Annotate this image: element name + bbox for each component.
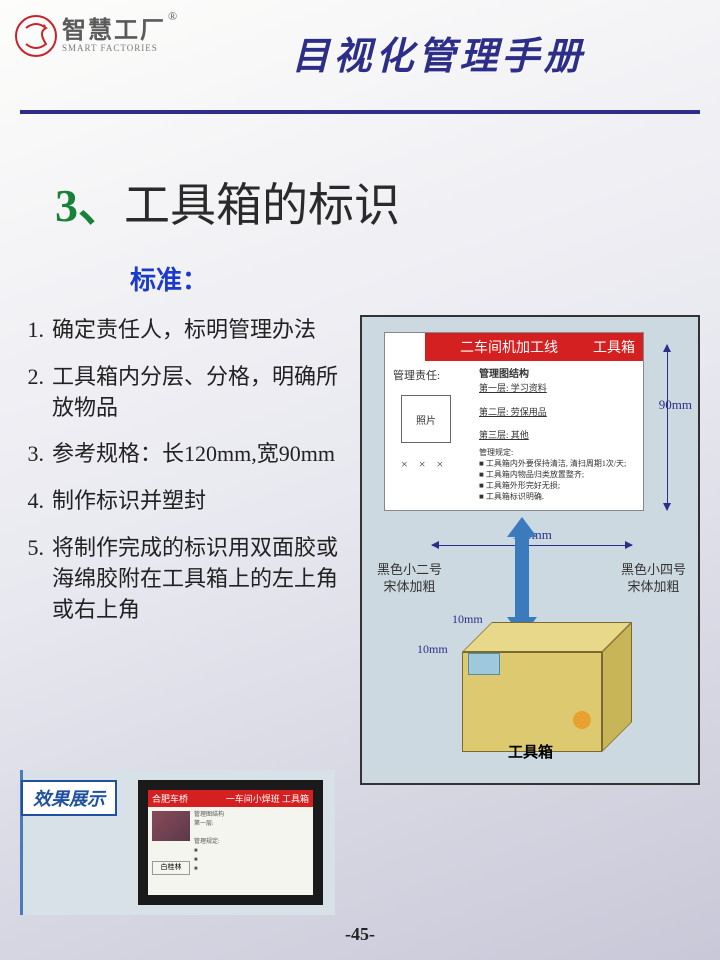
xxx: × × × [401,457,471,472]
layer2: 第二层: 劳保用品 [479,406,635,420]
red-right: 工具箱 [593,337,635,357]
photo-box: 照片 [401,395,451,443]
photo-content: 白桂林 管理图结构第一层:管理规定:■■■ [148,807,313,879]
diagram: 二车间机加工线 工具箱 管理责任: 照片 × × × 管理图结构 第一层: 学习… [360,315,700,785]
label-card: 二车间机加工线 工具箱 管理责任: 照片 × × × 管理图结构 第一层: 学习… [384,332,644,511]
rule4: ■ 工具箱标识明确. [479,491,635,502]
section-number: 3、 [55,180,124,231]
rules: 管理规定: ■ 工具箱内外要保持清洁, 清扫周期1次/天; ■ 工具箱内物品归类… [479,447,635,503]
page-title: 目视化管理手册 [177,25,700,80]
box-label: 工具箱 [508,741,553,762]
photo-red-l: 合肥车桥 [152,792,188,805]
rule3: ■ 工具箱外形完好无损; [479,480,635,491]
card-body: 管理责任: 照片 × × × 管理图结构 第一层: 学习资料 第二层: 劳保用品… [385,361,643,510]
photo-badge: 效果展示 [21,780,117,816]
subtitle: 标准： [130,260,720,297]
list-item: 1.确定责任人，标明管理办法 [20,315,345,346]
card-left: 管理责任: 照片 × × × [393,367,471,502]
struct-title: 管理图结构 [479,367,635,382]
layer1: 第一层: 学习资料 [479,382,635,396]
list-item: 3.参考规格：长120mm,宽90mm [20,439,345,470]
section-title: 3、工具箱的标识 [55,169,720,235]
photo-red-band: 合肥车桥 一车间小焊班 工具箱 [148,790,313,807]
arrow-icon [507,517,537,637]
toolbox-3d: 工具箱 [462,637,632,757]
header: 智慧工厂® SMART FACTORIES 目视化管理手册 [0,0,720,100]
dim-height-line [667,345,668,510]
mgr-label: 管理责任: [393,367,471,383]
logo-text: 智慧工厂® SMART FACTORIES [62,18,177,54]
logo-en: SMART FACTORIES [62,44,177,54]
dim-height: 90mm [659,397,692,413]
example-photo: 效果展示 合肥车桥 一车间小焊班 工具箱 白桂林 管理图结构第一层:管理规定:■… [20,770,335,915]
page-number: -45- [0,924,720,945]
photo-frame: 合肥车桥 一车间小焊班 工具箱 白桂林 管理图结构第一层:管理规定:■■■ [138,780,323,905]
standards-list: 1.确定责任人，标明管理办法 2.工具箱内分层、分格，明确所放物品 3.参考规格… [20,315,345,785]
logo-cn: 智慧工厂 [62,18,166,44]
dim-10b: 10mm [417,642,448,657]
list-item: 2.工具箱内分层、分格，明确所放物品 [20,362,345,424]
photo-thumb [152,811,190,841]
card-right: 管理图结构 第一层: 学习资料 第二层: 劳保用品 第三层: 其他 管理规定: … [479,367,635,502]
layer3: 第三层: 其他 [479,429,635,443]
rule2: ■ 工具箱内物品归类放置整齐; [479,469,635,480]
divider [20,110,700,114]
dim-10a: 10mm [452,612,483,627]
font-note-right: 黑色小四号宋体加粗 [621,562,686,596]
content-row: 1.确定责任人，标明管理办法 2.工具箱内分层、分格，明确所放物品 3.参考规格… [0,315,720,785]
photo-red-r: 一车间小焊班 工具箱 [226,792,309,805]
red-left: 二车间机加工线 [460,337,558,357]
reg-mark: ® [168,10,177,44]
red-band: 二车间机加工线 工具箱 [385,333,643,361]
logo-area: 智慧工厂® SMART FACTORIES [15,15,177,57]
photo-name: 白桂林 [152,861,190,875]
rule1: ■ 工具箱内外要保持清洁, 清扫周期1次/天; [479,458,635,469]
rules-title: 管理规定: [479,447,635,458]
list-item: 5.将制作完成的标识用双面胶或海绵胶附在工具箱上的左上角或右上角 [20,533,345,625]
font-note-left: 黑色小二号宋体加粗 [377,562,442,596]
logo-icon [15,15,57,57]
section-text: 工具箱的标识 [124,180,400,231]
list-item: 4.制作标识并塑封 [20,486,345,517]
